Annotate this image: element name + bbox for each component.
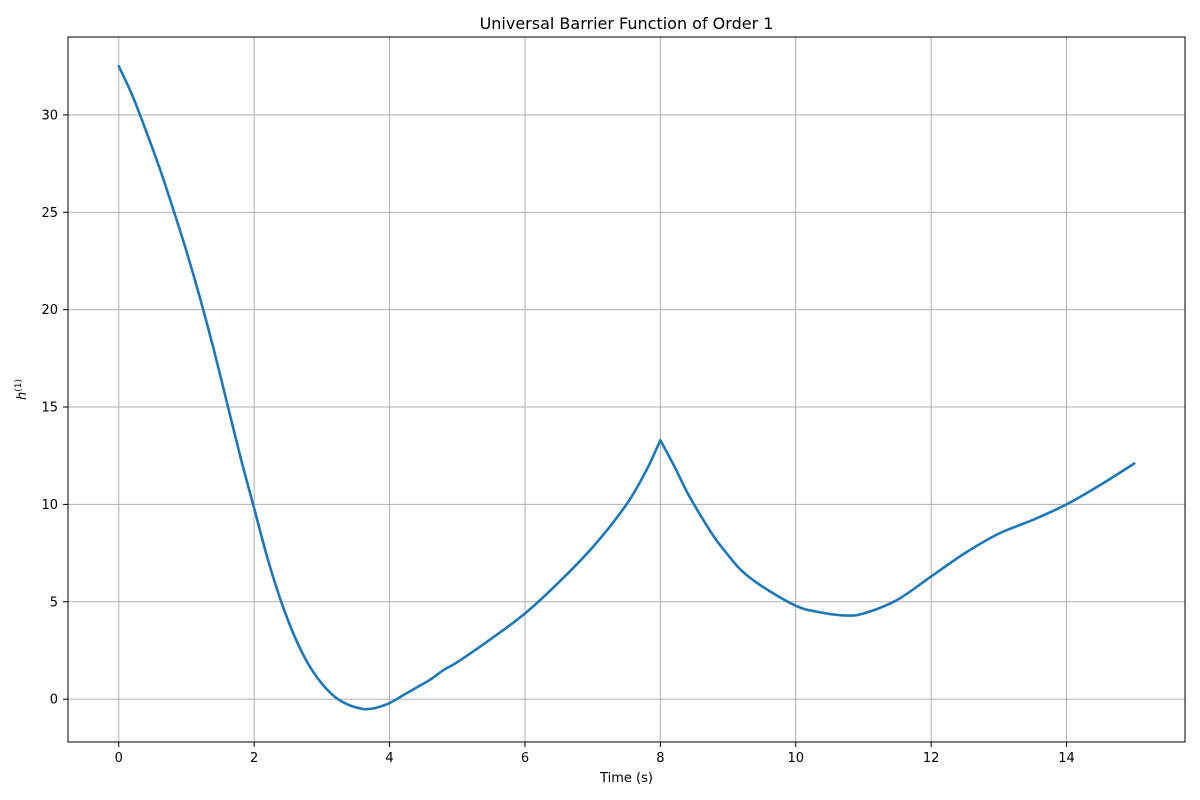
x-tick-label: 12 <box>923 751 940 766</box>
x-tick-label: 8 <box>656 751 664 766</box>
y-axis-label-superscript: (1) <box>14 379 24 392</box>
x-tick-label: 10 <box>787 751 804 766</box>
x-tick-label: 4 <box>385 751 393 766</box>
x-tick-label: 0 <box>115 751 123 766</box>
series-layer <box>117 64 1136 711</box>
y-tick-label: 25 <box>41 206 58 221</box>
series-line <box>117 64 1136 711</box>
chart-title: Universal Barrier Function of Order 1 <box>480 14 774 33</box>
x-tick-label: 14 <box>1058 751 1075 766</box>
plot-frame <box>67 36 1186 743</box>
y-tick-label: 10 <box>41 498 58 513</box>
grid <box>68 37 1185 742</box>
y-axis-label-base: h <box>15 392 30 400</box>
y-tick-label: 20 <box>41 303 58 318</box>
x-axis-label: Time (s) <box>599 771 653 786</box>
y-tick-label: 15 <box>41 401 58 416</box>
y-tick-label: 5 <box>50 595 58 610</box>
y-tick-label: 0 <box>50 693 58 708</box>
x-tick-label: 2 <box>250 751 258 766</box>
y-axis-label: h(1) <box>14 379 30 400</box>
x-tick-label: 6 <box>521 751 529 766</box>
axis-ticks: 0 2 4 6 8 10 12 14 0 5 10 15 20 25 30 <box>41 108 1074 766</box>
y-tick-label: 30 <box>41 108 58 123</box>
